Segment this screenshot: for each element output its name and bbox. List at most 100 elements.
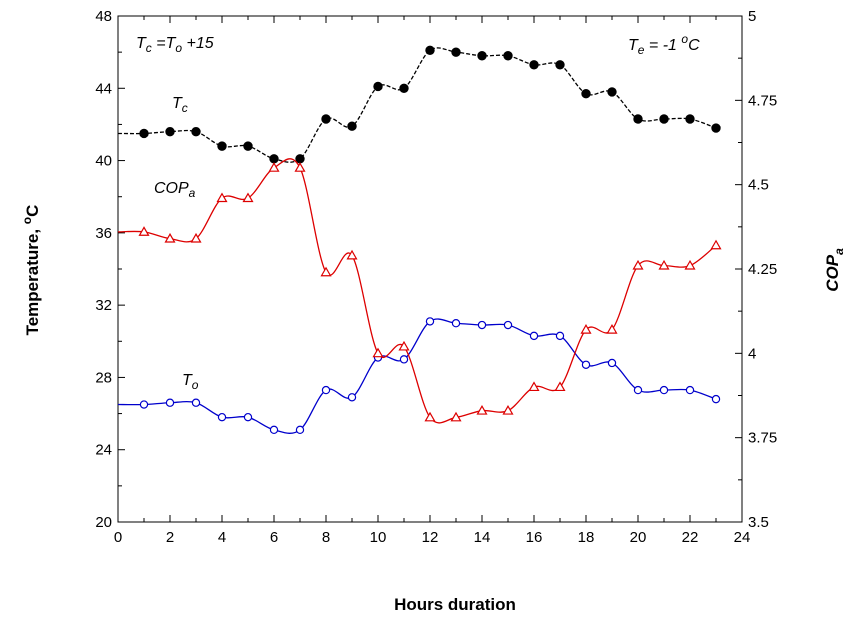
series-line-To (117, 318, 717, 434)
point-COPa (242, 192, 254, 203)
point-COPa (528, 381, 540, 392)
y-right-tick-label: 4.5 (748, 177, 769, 194)
point-To (139, 400, 149, 409)
point-COPa (372, 347, 384, 358)
point-To (321, 385, 331, 395)
point-Tc (555, 60, 565, 70)
x-axis-label: Hours duration (394, 595, 516, 614)
point-To (425, 317, 435, 326)
point-To (191, 398, 201, 407)
x-tick-label: 12 (422, 529, 439, 546)
x-tick-label: 10 (370, 529, 387, 546)
y-left-tick-label: 20 (95, 514, 112, 531)
formula-annotation: Tc =To +15 (136, 35, 214, 55)
point-Tc (295, 154, 305, 164)
point-Tc (633, 114, 643, 124)
point-COPa (398, 340, 410, 351)
tc-series-label: Tc (172, 95, 188, 115)
te-annotation: Te = -1 oC (628, 32, 700, 57)
x-tick-label: 8 (322, 529, 330, 546)
y-right-tick-label: 3.75 (748, 430, 777, 447)
point-Tc (399, 83, 409, 93)
point-COPa (164, 232, 176, 243)
point-COPa (632, 259, 644, 270)
x-tick-label: 22 (682, 529, 699, 546)
point-COPa (450, 411, 462, 422)
point-To (659, 385, 669, 395)
y-right-tick-label: 4.25 (748, 261, 777, 278)
x-tick-label: 14 (474, 529, 491, 546)
point-COPa (502, 404, 514, 415)
point-Tc (659, 114, 669, 124)
y-left-tick-label: 36 (95, 225, 112, 242)
point-COPa (320, 266, 332, 277)
y-axis-label-left: Temperature, oC (20, 205, 42, 336)
y-left-tick-label: 24 (95, 442, 112, 459)
y-axis-label-right: COPa (823, 248, 846, 292)
point-To (633, 385, 643, 395)
point-To (477, 320, 487, 330)
point-Tc (503, 51, 513, 61)
x-tick-label: 0 (114, 529, 122, 546)
y-left-tick-label: 44 (95, 80, 112, 97)
point-Tc (139, 128, 149, 139)
y-left-tick-label: 48 (95, 8, 112, 25)
point-To (243, 412, 253, 422)
point-To (503, 320, 513, 330)
ticks-layer: 0 2 4 6 8 10 12 14 16 18 20 22 2420242832364044483.5… (95, 8, 777, 546)
point-Tc (191, 126, 201, 137)
point-COPa (684, 259, 696, 270)
point-Tc (321, 114, 331, 124)
y-right-tick-label: 4.75 (748, 92, 777, 109)
point-COPa (138, 226, 150, 236)
point-COPa (216, 192, 228, 203)
point-To (711, 394, 721, 404)
point-COPa (294, 162, 306, 172)
y-right-tick-label: 3.5 (748, 514, 769, 531)
y-right-tick-label: 4 (748, 345, 756, 362)
point-Tc (217, 141, 227, 151)
point-Tc (243, 141, 253, 151)
point-To (555, 331, 565, 341)
point-COPa (606, 324, 618, 334)
to-series-label: To (182, 372, 199, 392)
plot-frame (117, 15, 743, 523)
x-tick-label: 6 (270, 529, 278, 546)
point-Tc (607, 87, 617, 97)
point-COPa (190, 232, 202, 243)
point-COPa (346, 249, 358, 260)
point-COPa (476, 404, 488, 415)
point-Tc (165, 126, 175, 137)
y-left-tick-label: 32 (95, 297, 112, 314)
x-tick-label: 24 (734, 529, 751, 546)
x-tick-label: 4 (218, 529, 226, 546)
point-To (217, 412, 227, 422)
x-tick-label: 20 (630, 529, 647, 546)
point-Tc (451, 47, 461, 57)
point-To (165, 398, 175, 407)
y-left-tick-label: 40 (95, 153, 112, 170)
point-COPa (554, 381, 566, 392)
point-COPa (710, 239, 722, 250)
x-tick-label: 2 (166, 529, 174, 546)
point-Tc (711, 123, 721, 133)
point-To (295, 425, 305, 435)
point-To (451, 319, 461, 328)
point-Tc (347, 121, 357, 131)
point-To (347, 393, 357, 402)
point-To (529, 331, 539, 341)
series-line-COPa (117, 158, 717, 424)
point-To (269, 425, 279, 435)
point-Tc (685, 114, 695, 124)
series-layer (117, 45, 722, 435)
point-To (399, 355, 409, 364)
point-To (685, 385, 695, 395)
point-Tc (529, 60, 539, 70)
y-right-tick-label: 5 (748, 8, 756, 25)
point-COPa (580, 324, 592, 334)
x-tick-label: 18 (578, 529, 595, 546)
point-Tc (269, 154, 279, 164)
x-tick-label: 16 (526, 529, 543, 546)
series-line-Tc (117, 47, 717, 163)
